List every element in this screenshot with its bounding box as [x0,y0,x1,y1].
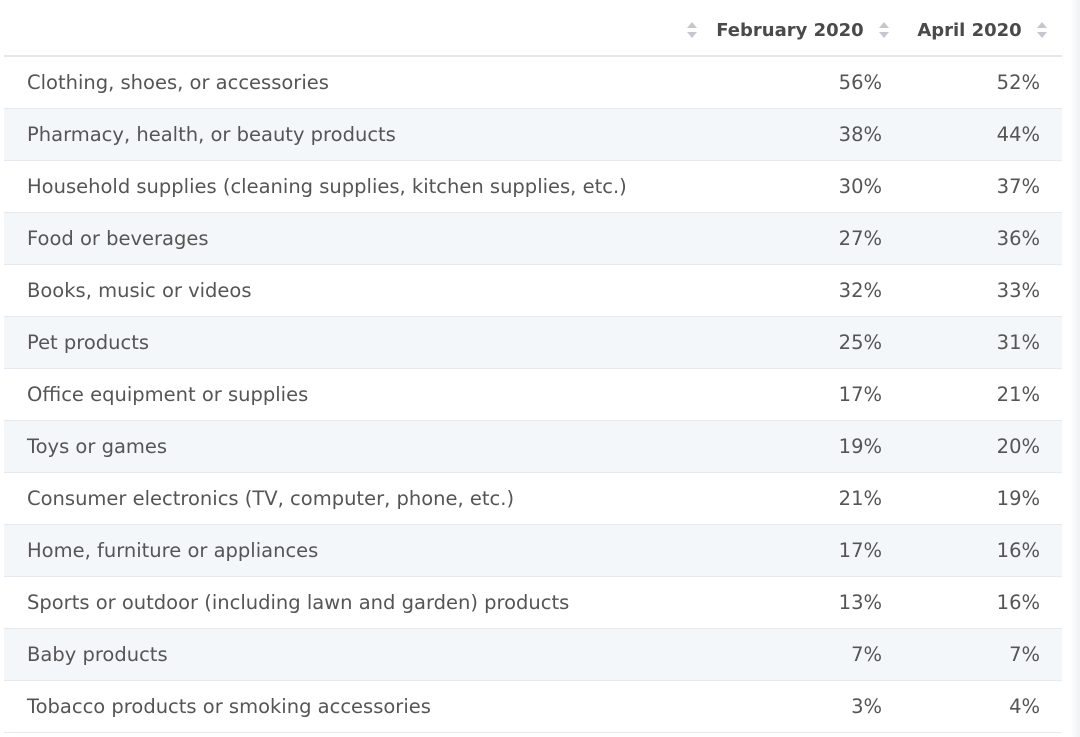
february-2020-cell: 13% [838,590,882,614]
february-2020-cell: 32% [838,278,882,302]
table-row: Home, furniture or appliances 17% 16% [4,524,1062,576]
april-2020-cell: 7% [1009,642,1040,666]
table-row: Food or beverages 27% 36% [4,212,1062,264]
april-2020-cell: 20% [996,434,1040,458]
category-cell: Sports or outdoor (including lawn and ga… [27,590,570,614]
april-2020-cell: 21% [996,382,1040,406]
february-2020-cell: 3% [851,694,882,718]
data-table-container: February 2020 April 2020 [4,6,1062,733]
april-2020-cell: 31% [996,330,1040,354]
table-row: Clothing, shoes, or accessories 56% 52% [4,56,1062,108]
april-2020-cell: 52% [996,70,1040,94]
table-row: Toys or games 19% 20% [4,420,1062,472]
april-2020-cell: 36% [996,226,1040,250]
category-cell: Toys or games [27,434,168,458]
category-cell: Household supplies (cleaning supplies, k… [27,174,627,198]
sort-icon[interactable] [686,21,698,39]
february-2020-cell: 56% [838,70,882,94]
category-cell: Consumer electronics (TV, computer, phon… [27,486,515,510]
table-row: Pharmacy, health, or beauty products 38%… [4,108,1062,160]
sort-icon[interactable] [1036,21,1048,39]
scroll-edge-shadow [1070,0,1080,737]
table-row: Office equipment or supplies 17% 21% [4,368,1062,420]
april-2020-cell: 4% [1009,694,1040,718]
april-2020-cell: 44% [996,122,1040,146]
category-cell: Books, music or videos [27,278,252,302]
header-february-2020[interactable]: February 2020 [712,6,904,56]
category-cell: Clothing, shoes, or accessories [27,70,329,94]
table-row: Sports or outdoor (including lawn and ga… [4,576,1062,628]
february-2020-cell: 7% [851,642,882,666]
february-2020-cell: 30% [838,174,882,198]
data-table: February 2020 April 2020 [4,6,1062,733]
april-2020-cell: 16% [996,590,1040,614]
february-2020-cell: 17% [838,382,882,406]
category-cell: Food or beverages [27,226,209,250]
february-2020-cell: 17% [838,538,882,562]
header-april-2020[interactable]: April 2020 [904,6,1062,56]
header-april-2020-label: April 2020 [917,20,1022,41]
table-row: Tobacco products or smoking accessories … [4,680,1062,732]
table-row: Books, music or videos 32% 33% [4,264,1062,316]
april-2020-cell: 19% [996,486,1040,510]
february-2020-cell: 38% [838,122,882,146]
table-row: Household supplies (cleaning supplies, k… [4,160,1062,212]
february-2020-cell: 21% [838,486,882,510]
category-cell: Baby products [27,642,168,666]
april-2020-cell: 33% [996,278,1040,302]
table-row: Baby products 7% 7% [4,628,1062,680]
table-row: Consumer electronics (TV, computer, phon… [4,472,1062,524]
table-header-row: February 2020 April 2020 [4,6,1062,56]
february-2020-cell: 25% [838,330,882,354]
sort-icon[interactable] [878,21,890,39]
table-body: Clothing, shoes, or accessories 56% 52% … [4,56,1062,732]
header-category[interactable] [4,6,712,56]
february-2020-cell: 27% [838,226,882,250]
table-row: Pet products 25% 31% [4,316,1062,368]
category-cell: Office equipment or supplies [27,382,309,406]
february-2020-cell: 19% [838,434,882,458]
category-cell: Home, furniture or appliances [27,538,319,562]
category-cell: Tobacco products or smoking accessories [27,694,431,718]
category-cell: Pet products [27,330,150,354]
april-2020-cell: 37% [996,174,1040,198]
header-february-2020-label: February 2020 [716,20,864,41]
april-2020-cell: 16% [996,538,1040,562]
category-cell: Pharmacy, health, or beauty products [27,122,396,146]
